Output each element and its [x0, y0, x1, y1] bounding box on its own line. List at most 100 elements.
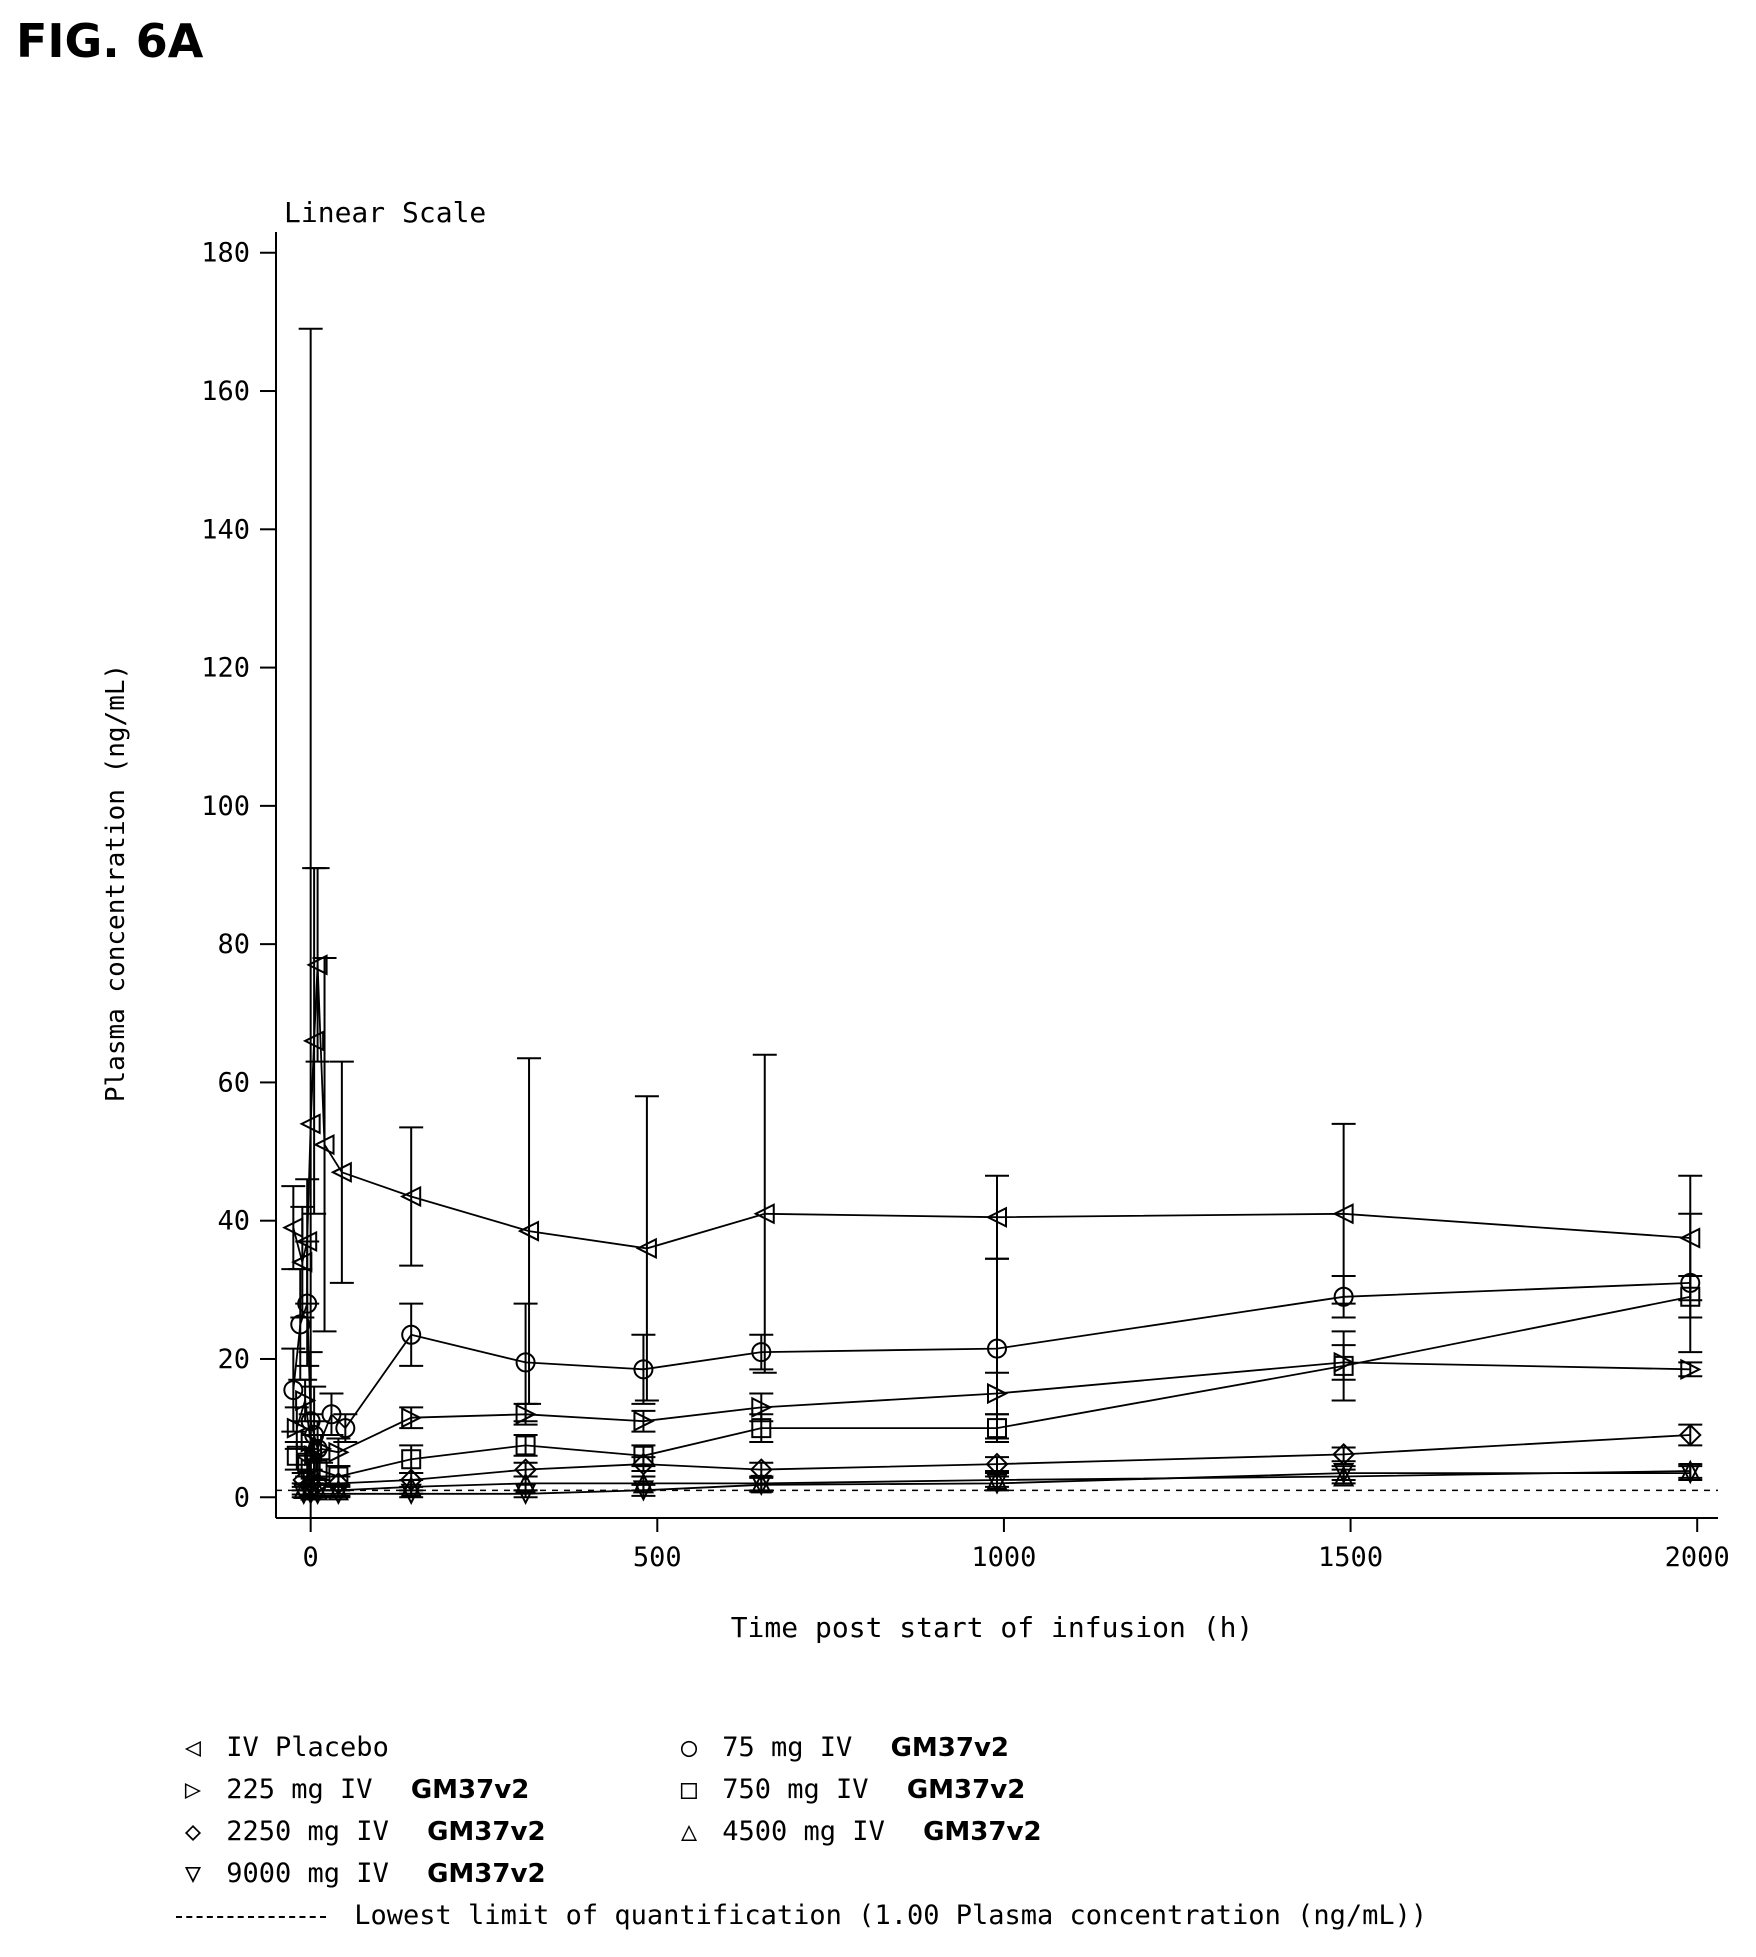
legend-label: Lowest limit of quantification (1.00 Pla… — [354, 1900, 1428, 1931]
legend-item-placebo: ◁ IV Placebo — [176, 1732, 389, 1763]
series-1-marker — [633, 1359, 654, 1380]
series-6-marker — [400, 1483, 422, 1506]
circle-icon: ○ — [680, 1732, 698, 1763]
series-1-marker — [515, 1352, 536, 1373]
series-3-marker — [987, 1418, 1007, 1439]
series-2-marker — [286, 1417, 309, 1439]
y-tick-label: 160 — [201, 376, 250, 407]
series-2-marker — [1680, 1358, 1702, 1380]
series-0-marker — [306, 954, 328, 976]
axes: 0 20 40 60 80 100 120 140 160 180 0 500 1000 1500 2000 — [201, 232, 1730, 1573]
legend-label: 225 mg IV — [226, 1774, 373, 1805]
series-0-marker — [299, 1113, 321, 1135]
x-tick-label: 2000 — [1665, 1542, 1730, 1573]
square-icon: □ — [680, 1774, 698, 1805]
series-6-marker — [514, 1483, 537, 1506]
x-tick-label: 0 — [303, 1542, 319, 1573]
series-0-marker — [635, 1237, 657, 1259]
series-2-marker — [515, 1403, 537, 1425]
chart-title: Linear Scale — [284, 196, 486, 229]
y-tick-label: 140 — [201, 514, 250, 545]
legend-label: 9000 mg IV — [226, 1858, 389, 1889]
series-1-marker — [283, 1380, 304, 1401]
series-3-marker — [401, 1449, 422, 1470]
series-0-line — [292, 964, 1691, 1263]
x-tick-label: 1000 — [971, 1542, 1036, 1573]
series-1-marker — [290, 1314, 311, 1335]
series-6-marker — [1333, 1463, 1355, 1485]
series-2-marker — [751, 1396, 773, 1418]
triangle-down-icon: ▽ — [184, 1858, 202, 1889]
legend-tag: GM37v2 — [890, 1733, 1010, 1763]
series-2-marker — [328, 1441, 350, 1463]
series-1-marker — [401, 1324, 422, 1345]
series-0-marker — [330, 1161, 352, 1183]
series-3-marker — [297, 1452, 318, 1473]
series-6-marker — [327, 1483, 350, 1506]
legend-label: 4500 mg IV — [722, 1816, 885, 1847]
legend-item-lloq: Lowest limit of quantification (1.00 Pla… — [176, 1900, 1427, 1931]
triangle-left-icon: ◁ — [184, 1732, 202, 1763]
y-tick-label: 60 — [217, 1067, 250, 1098]
x-axis-label: Time post start of infusion (h) — [731, 1611, 1254, 1644]
series-3 — [284, 1275, 1703, 1488]
legend-item-750mg: □ 750 mg IV GM37v2 — [672, 1774, 1025, 1805]
series-3-marker — [515, 1435, 536, 1456]
y-tick-label: 20 — [217, 1344, 250, 1375]
x-tick-label: 500 — [633, 1542, 682, 1573]
legend-item-2250mg: ◇ 2250 mg IV GM37v2 — [176, 1816, 546, 1847]
series-0-marker — [313, 1134, 335, 1156]
series-3-marker — [1333, 1355, 1354, 1376]
legend-item-4500mg: △ 4500 mg IV GM37v2 — [672, 1816, 1042, 1847]
legend-label: 750 mg IV — [722, 1774, 869, 1805]
x-tick-label: 1500 — [1318, 1542, 1383, 1573]
y-tick-label: 80 — [217, 929, 250, 960]
series-3-marker — [751, 1418, 772, 1439]
series-2-marker — [633, 1410, 655, 1432]
series-0-marker — [753, 1203, 775, 1225]
legend-tag: GM37v2 — [427, 1817, 546, 1847]
series-0 — [281, 327, 1703, 1519]
legend-tag: GM37v2 — [906, 1775, 1026, 1805]
legend-item-225mg: ▷ 225 mg IV GM37v2 — [176, 1774, 529, 1805]
series-0-marker — [985, 1206, 1007, 1228]
y-tick-label: 100 — [201, 791, 250, 822]
legend-item-75mg: ○ 75 mg IV GM37v2 — [672, 1732, 1009, 1763]
series-4-marker — [1678, 1423, 1702, 1447]
series-1-marker — [751, 1342, 772, 1363]
series-2-marker — [401, 1407, 423, 1429]
y-axis-label: Plasma concentration (ng/mL) — [101, 664, 131, 1102]
series-0-marker — [1332, 1203, 1354, 1225]
series-2-marker — [987, 1382, 1009, 1405]
legend-tag: GM37v2 — [427, 1859, 546, 1889]
series-6-marker — [306, 1483, 329, 1506]
series-6-marker — [1679, 1463, 1701, 1485]
diamond-icon: ◇ — [184, 1816, 202, 1847]
legend-tag: GM37v2 — [923, 1817, 1042, 1847]
y-tick-label: 40 — [217, 1206, 250, 1237]
series-1-marker — [1333, 1286, 1354, 1307]
legend-label: 75 mg IV — [722, 1732, 853, 1763]
series-6-marker — [632, 1480, 655, 1502]
triangle-up-icon: △ — [680, 1816, 698, 1847]
series-0-marker — [399, 1185, 422, 1208]
series-6-marker — [750, 1474, 772, 1497]
series-1-marker — [297, 1293, 318, 1314]
y-tick-label: 0 — [234, 1482, 250, 1513]
series-2-marker — [295, 1389, 317, 1412]
y-tick-label: 180 — [201, 238, 250, 269]
series-1-marker — [987, 1338, 1007, 1359]
y-tick-label: 120 — [201, 653, 250, 684]
legend-item-9000mg: ▽ 9000 mg IV GM37v2 — [176, 1858, 546, 1889]
legend-label: IV Placebo — [226, 1732, 389, 1763]
series-5-marker — [1333, 1465, 1355, 1487]
series-6-marker — [986, 1473, 1008, 1495]
series-3-marker — [1680, 1286, 1701, 1307]
series-layer — [281, 327, 1703, 1519]
series-6 — [291, 1463, 1703, 1506]
legend-tag: GM37v2 — [410, 1775, 530, 1805]
series-0-marker — [302, 1030, 325, 1052]
series-0-marker — [517, 1220, 540, 1242]
figure-label: FIG. 6A — [16, 14, 204, 68]
